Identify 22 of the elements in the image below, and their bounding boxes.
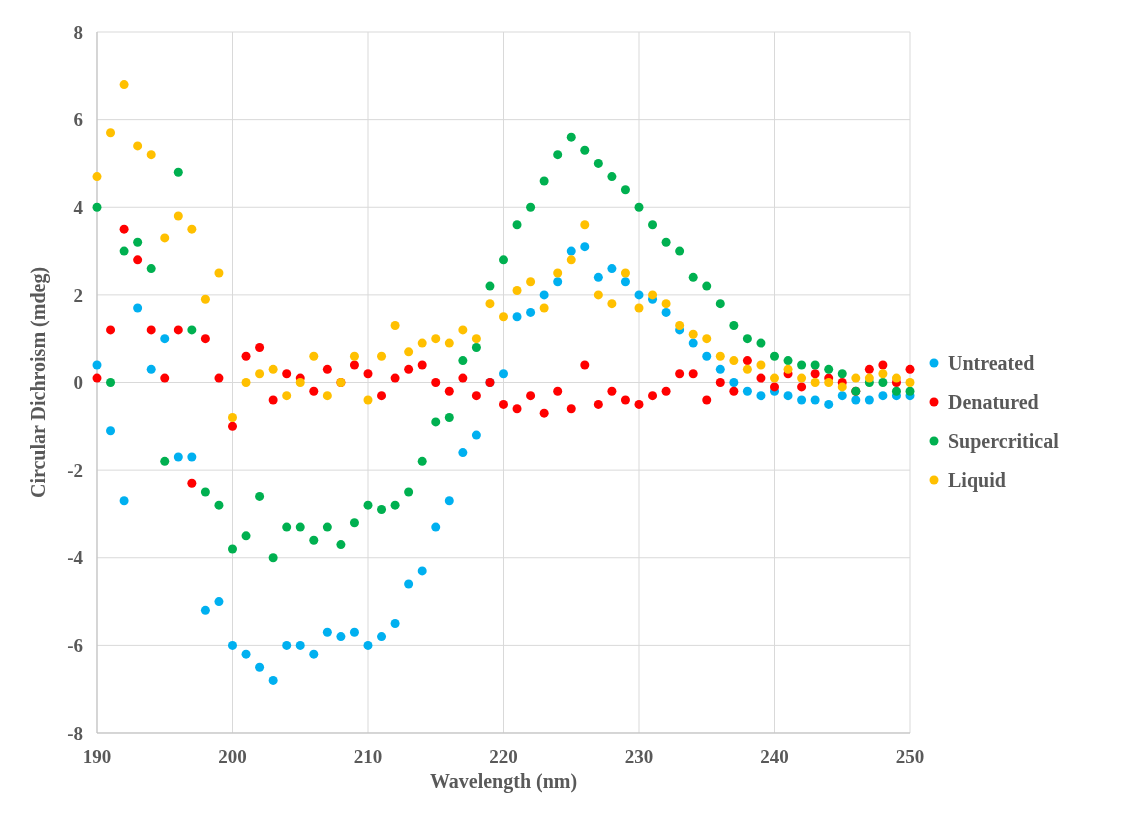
x-tick-label: 220 xyxy=(489,746,518,767)
y-tick-label: 0 xyxy=(73,372,83,394)
y-tick-label: -8 xyxy=(67,722,83,744)
legend-label: Untreated xyxy=(948,352,1035,374)
y-tick-label: -6 xyxy=(67,635,83,657)
x-tick-label: 210 xyxy=(353,746,383,767)
y-tick-label: 8 xyxy=(73,21,83,43)
y-tick-label: 4 xyxy=(73,196,84,218)
x-tick-label: 250 xyxy=(895,746,925,767)
y-tick-label: -2 xyxy=(67,459,83,481)
x-tick-label: 190 xyxy=(82,746,112,767)
legend-label: Supercritical xyxy=(948,430,1060,453)
legend-label: Denatured xyxy=(948,391,1039,413)
y-tick-label: 6 xyxy=(73,109,83,131)
x-tick-label: 230 xyxy=(624,746,654,767)
y-tick-label: 2 xyxy=(73,284,83,306)
x-tick-label: 240 xyxy=(760,746,789,767)
x-tick-label: 200 xyxy=(218,746,247,767)
legend-label: Liquid xyxy=(948,469,1006,492)
y-axis-title: Circular Dichroism (mdeg) xyxy=(27,266,50,499)
x-axis-title: Wavelength (nm) xyxy=(429,770,578,793)
y-tick-label: -4 xyxy=(67,547,84,569)
